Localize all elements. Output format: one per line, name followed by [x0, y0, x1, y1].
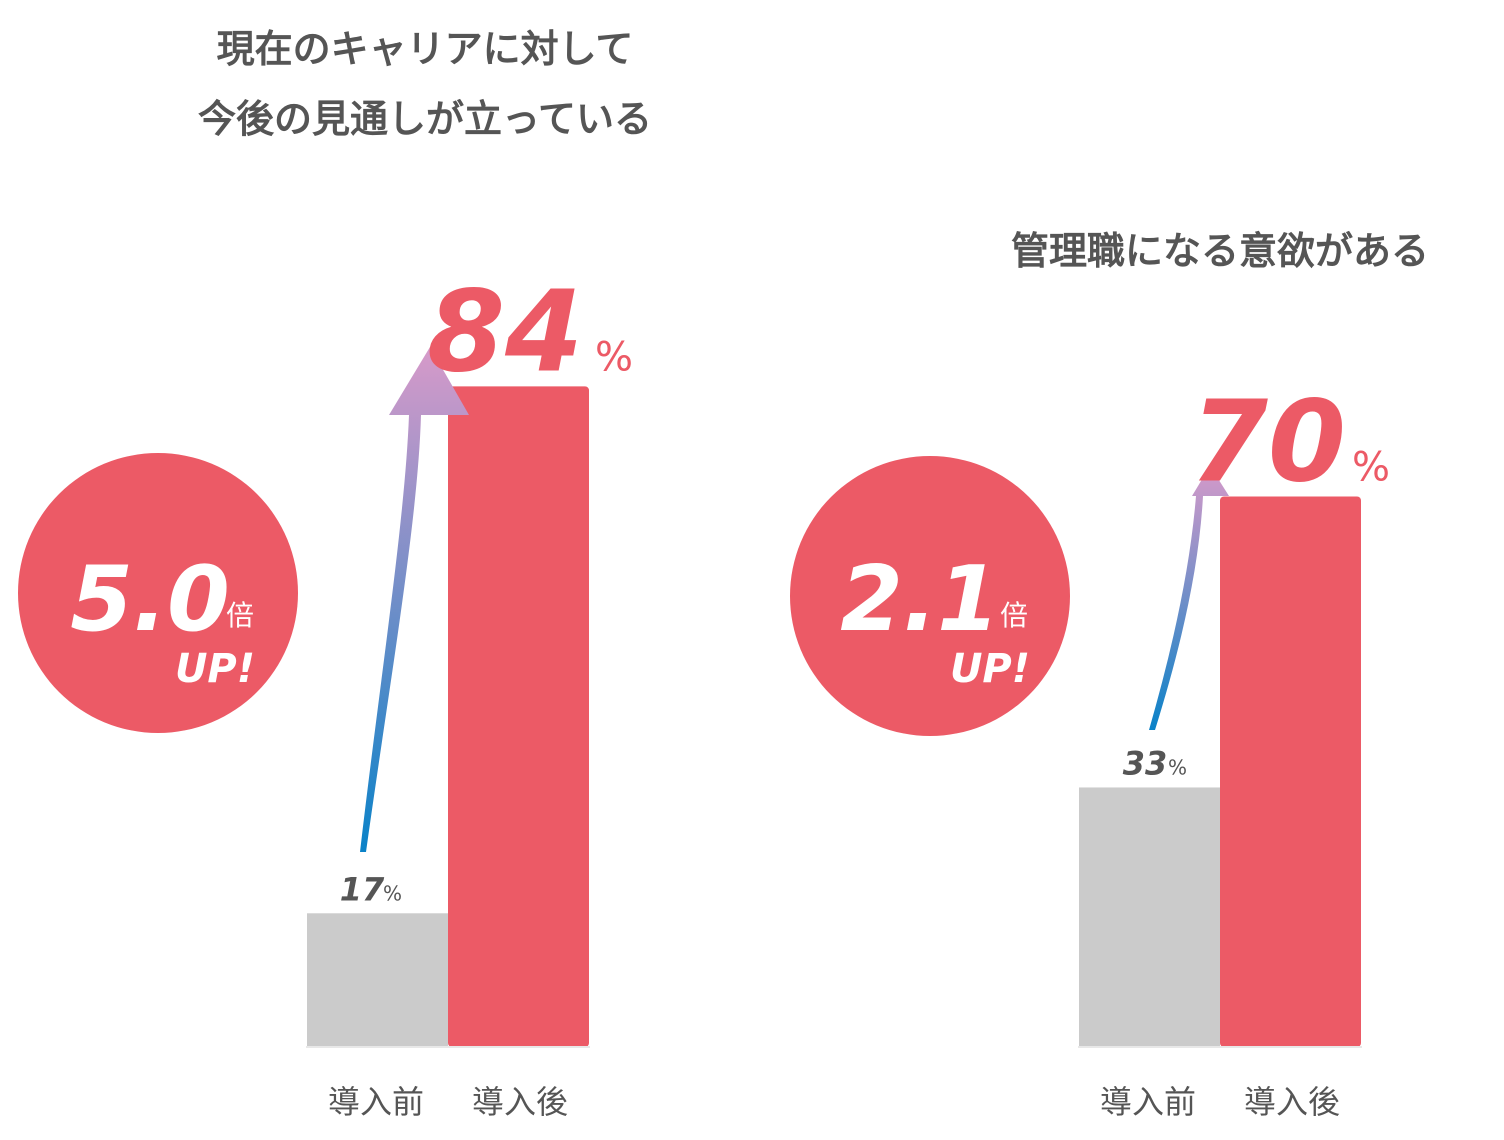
chart-1-category-before: 導入前	[328, 1083, 424, 1121]
chart-2-category-after: 導入後	[1244, 1083, 1340, 1121]
chart-1-value-before: 17	[340, 870, 385, 908]
chart-1-multiplier-unit: 倍	[226, 599, 254, 632]
chart-1-unit-after: %	[595, 334, 633, 380]
chart-2-multiplier-badge	[790, 456, 1070, 736]
chart-1-multiplier-label: UP!	[175, 646, 255, 692]
chart-2-bar-after	[1220, 496, 1361, 1047]
chart-1: 現在のキャリアに対して 今後の見通しが立っている 5.0 倍 UP! 17 % …	[18, 27, 652, 1121]
chart-1-value-after: 84	[427, 267, 583, 397]
chart-2-multiplier-label: UP!	[950, 646, 1030, 692]
chart-2: 管理職になる意欲がある 2.1 倍 UP! 33 % 70 % 導入前 導入後	[790, 229, 1429, 1121]
chart-1-bar-after	[448, 386, 589, 1048]
chart-2-title-line-1: 管理職になる意欲がある	[1011, 229, 1429, 273]
chart-2-value-before: 33	[1123, 744, 1168, 782]
chart-2-multiplier-unit: 倍	[1000, 599, 1028, 632]
chart-2-increase-arrow	[1149, 466, 1229, 730]
chart-1-multiplier-value: 5.0	[70, 547, 229, 652]
chart-1-title-line-1: 現在のキャリアに対して	[217, 27, 634, 71]
chart-2-unit-after: %	[1352, 444, 1390, 490]
chart-1-unit-before: %	[383, 881, 402, 905]
chart-1-category-after: 導入後	[472, 1083, 568, 1121]
chart-2-value-after: 70	[1190, 377, 1346, 507]
chart-1-multiplier-badge	[18, 453, 298, 733]
chart-1-title-line-2: 今後の見通しが立っている	[198, 97, 652, 141]
chart-2-category-before: 導入前	[1100, 1083, 1196, 1121]
chart-2-unit-before: %	[1168, 755, 1187, 779]
chart-2-multiplier-value: 2.1	[840, 547, 999, 652]
chart-1-increase-arrow	[360, 347, 469, 852]
chart-1-bar-before	[307, 913, 448, 1047]
chart-2-bar-before	[1079, 787, 1220, 1047]
